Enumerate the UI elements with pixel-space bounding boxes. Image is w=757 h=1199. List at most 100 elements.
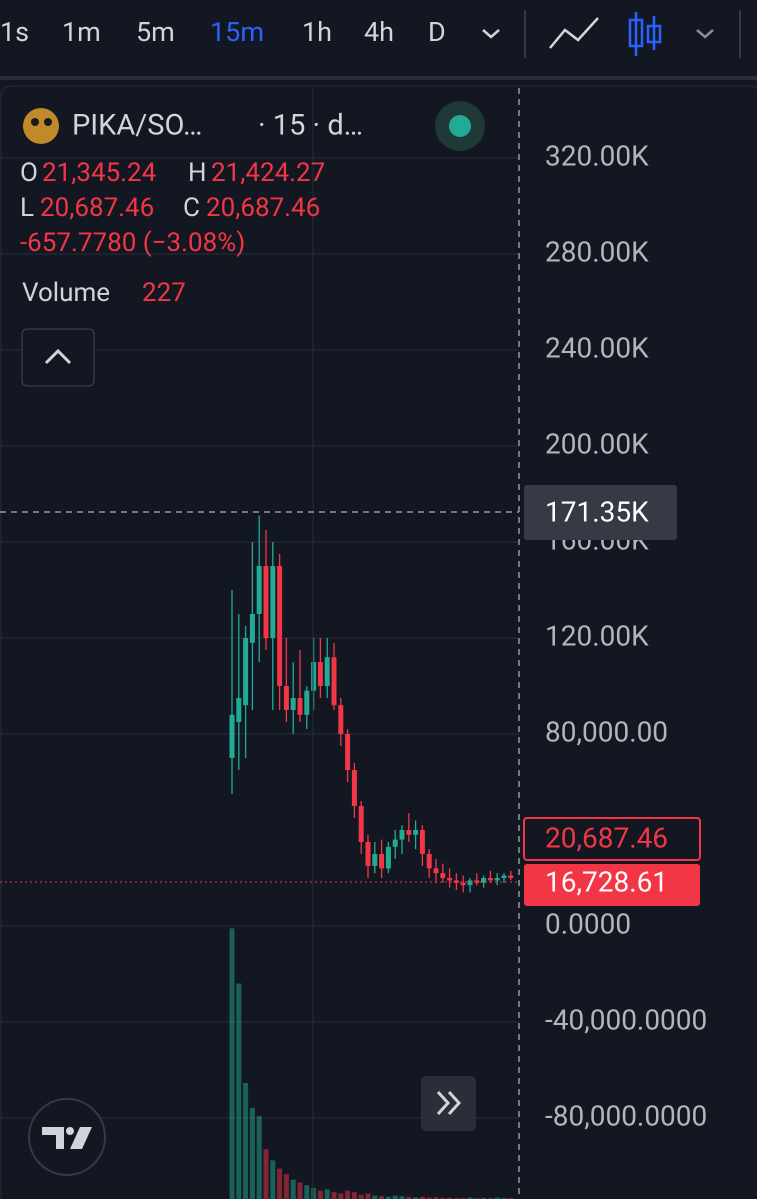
volume-bar xyxy=(481,1197,487,1199)
candle-body xyxy=(358,805,364,842)
dropdown-icon[interactable] xyxy=(696,29,714,39)
dropdown-icon[interactable] xyxy=(482,29,500,39)
crosshair-price: 171.35K xyxy=(545,495,649,528)
interval-button[interactable]: 1s xyxy=(0,16,29,48)
volume-bar xyxy=(256,1116,262,1199)
candle-body xyxy=(494,877,500,881)
volume-bar xyxy=(290,1179,296,1199)
legend-c-label: C xyxy=(183,193,200,223)
volume-bar xyxy=(304,1185,310,1199)
legend-l-label: L xyxy=(20,193,34,223)
symbol-icon xyxy=(44,118,52,126)
logo xyxy=(42,1127,92,1149)
volume-bar xyxy=(372,1195,378,1199)
candle-body xyxy=(372,853,378,866)
legend-o: 21,345.24 xyxy=(42,158,157,188)
volume-bar xyxy=(379,1196,385,1199)
volume-bar xyxy=(433,1197,439,1199)
volume-bar xyxy=(263,1149,269,1199)
volume-bar xyxy=(426,1197,432,1199)
volume-bar xyxy=(283,1174,289,1199)
candle-body xyxy=(297,697,303,715)
y-tick-label: 280.00K xyxy=(545,235,649,268)
y-tick-label: -80,000.0000 xyxy=(545,1099,707,1132)
interval-button[interactable]: 1m xyxy=(62,16,101,48)
symbol-name: PIKA/SO… xyxy=(72,109,202,143)
status-dot xyxy=(449,115,471,137)
volume-bar xyxy=(447,1197,453,1199)
candle-body xyxy=(277,565,283,686)
candle-body xyxy=(501,875,507,878)
volume-bar xyxy=(243,1083,249,1199)
legend-c: 20,687.46 xyxy=(206,193,320,223)
volume-bar xyxy=(345,1190,351,1199)
y-tick-label: 320.00K xyxy=(545,139,649,172)
volume-bar xyxy=(317,1190,323,1199)
interval-button[interactable]: D xyxy=(428,16,446,48)
candle-body xyxy=(392,839,398,847)
candle-body xyxy=(317,661,323,686)
candle-body xyxy=(338,705,344,734)
volume-bar xyxy=(501,1197,507,1199)
chart-panel xyxy=(0,85,757,1199)
candle-body xyxy=(283,685,289,710)
interval-button[interactable]: 1h xyxy=(302,16,332,48)
volume-bar xyxy=(277,1168,283,1199)
candle-body xyxy=(290,697,296,710)
y-tick-label: 120.00K xyxy=(545,619,649,652)
volume-bar xyxy=(270,1160,276,1199)
last-price-box xyxy=(523,817,701,861)
candle-body xyxy=(249,613,255,643)
interval-button[interactable]: 4h xyxy=(364,16,394,48)
y-tick-label: -40,000.0000 xyxy=(545,1003,707,1036)
symbol-icon xyxy=(31,118,39,126)
collapse-button[interactable] xyxy=(21,328,95,387)
volume-bar xyxy=(324,1189,330,1199)
volume-bar xyxy=(385,1196,391,1199)
volume-bar xyxy=(419,1196,425,1199)
legend-l: 20,687.46 xyxy=(40,193,154,223)
candle-body xyxy=(256,565,262,614)
current-price-box xyxy=(524,864,700,906)
candle-body xyxy=(324,657,330,686)
legend-h: 21,424.27 xyxy=(211,158,325,188)
volume-bar xyxy=(338,1193,344,1199)
logo-button[interactable] xyxy=(28,1098,106,1176)
volume-bar xyxy=(358,1194,364,1199)
logo xyxy=(66,1127,74,1135)
volume-bar xyxy=(236,983,242,1199)
candle-body xyxy=(508,875,514,878)
volume-bar xyxy=(460,1197,466,1199)
candle-body xyxy=(460,882,466,886)
legend-h-label: H xyxy=(188,158,207,188)
double-chevron-icon xyxy=(436,1090,462,1116)
candle-body xyxy=(413,829,419,835)
interval-button[interactable]: 5m xyxy=(136,16,175,48)
candle-body xyxy=(365,841,371,866)
candle-body xyxy=(331,657,337,706)
volume-bar xyxy=(440,1197,446,1199)
volume-bar xyxy=(229,928,235,1199)
crosshair-price-box xyxy=(524,485,677,540)
candle-body xyxy=(385,846,391,869)
y-tick-label: 200.00K xyxy=(545,427,649,460)
candle-chart-icon[interactable] xyxy=(628,12,662,56)
candle-body xyxy=(379,853,385,869)
legend-o-label: O xyxy=(20,158,38,188)
y-tick-label: 80,000.00 xyxy=(545,715,668,748)
candle-body xyxy=(345,733,351,770)
interval-button[interactable]: 15m xyxy=(210,16,264,48)
candle-body xyxy=(481,877,487,883)
line-chart-icon[interactable] xyxy=(549,17,599,49)
candle-body xyxy=(351,769,357,806)
candle-body xyxy=(270,565,276,638)
y-tick-label: 0.0000 xyxy=(545,907,631,940)
candle-body xyxy=(243,637,249,706)
candle-body xyxy=(236,697,242,722)
candle-body xyxy=(426,853,432,869)
candle-body xyxy=(467,880,473,886)
volume-bar xyxy=(399,1196,405,1199)
legend-volume-label: Volume xyxy=(22,278,110,308)
